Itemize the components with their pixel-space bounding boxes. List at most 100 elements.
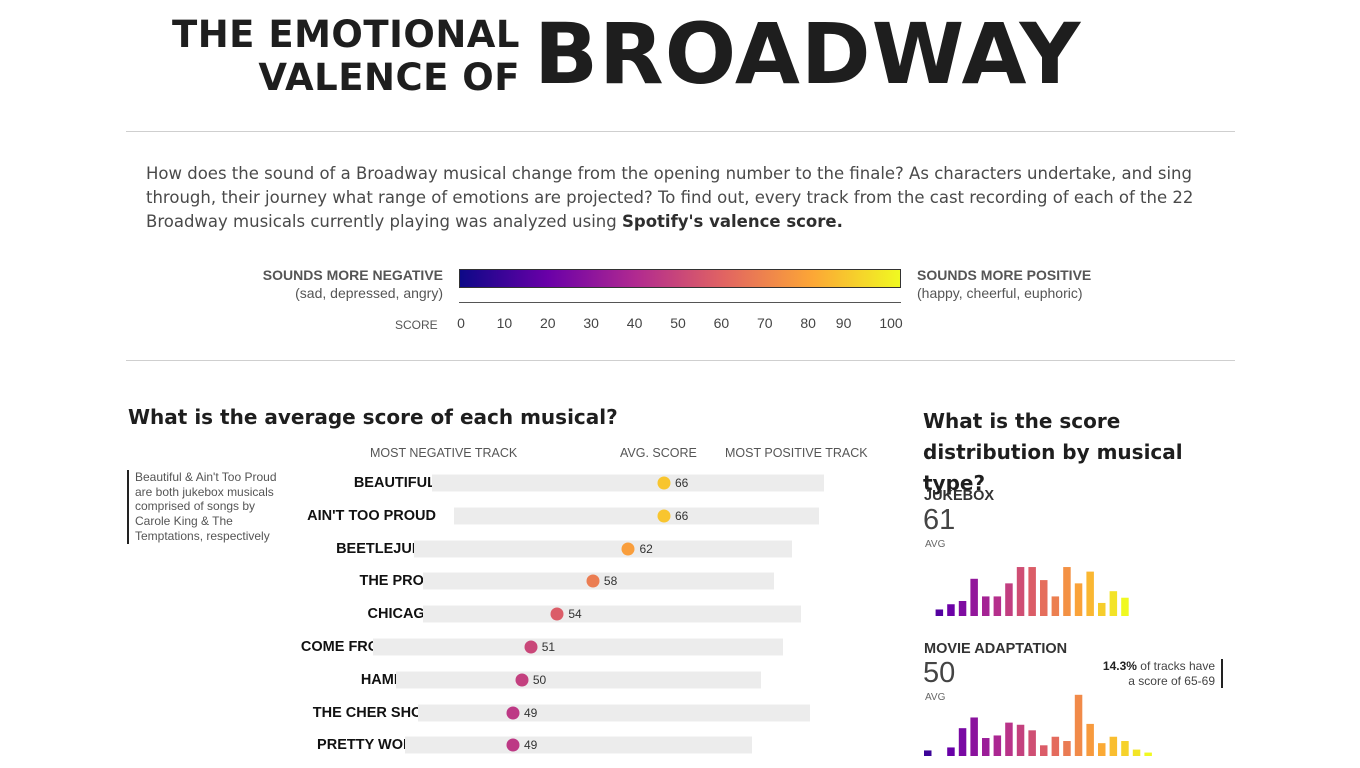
histogram-bar (1109, 736, 1118, 756)
title-line-1: THE EMOTIONAL (171, 13, 520, 56)
type-name-jukebox: JUKEBOX (924, 488, 995, 504)
histogram-bar (1063, 741, 1071, 756)
legend-negative-sub: (sad, depressed, angry) (295, 285, 443, 301)
legend-tick: 30 (583, 315, 599, 331)
histogram-bar (1040, 580, 1048, 616)
legend-negative-title: SOUNDS MORE NEGATIVE (262, 267, 443, 283)
row-avg-dot (524, 640, 538, 654)
row-avg-value: 49 (523, 705, 538, 720)
row-avg-value: 49 (523, 738, 538, 753)
divider-mid (126, 360, 1235, 361)
histogram-bar (1086, 571, 1094, 616)
histogram-bar (1028, 730, 1036, 756)
histogram-bar (1005, 722, 1013, 756)
row-range-bar (422, 605, 802, 623)
avg-label-jukebox: AVG (925, 539, 946, 550)
row-avg-value: 51 (541, 640, 556, 654)
legend-tick: 0 (457, 315, 465, 331)
legend-axis-line (459, 302, 901, 303)
title-big: BROADWAY (534, 5, 1082, 103)
row-avg-value: 62 (639, 541, 653, 556)
histogram-bar (1040, 745, 1048, 756)
histogram-bar (1098, 743, 1106, 756)
legend-positive-title: SOUNDS MORE POSITIVE (917, 267, 1092, 283)
col-header-negative: MOST NEGATIVE TRACK (370, 446, 518, 460)
valence-gradient-bar (459, 269, 901, 288)
intro-bold: Spotify's valence score. (622, 212, 843, 231)
title-line-2: VALENCE OF (258, 56, 520, 99)
row-avg-dot (506, 738, 520, 752)
avg-label-movie: AVG (925, 692, 946, 703)
header: THE EMOTIONAL VALENCE OF BROADWAY (0, 0, 1360, 110)
row-avg-value: 66 (675, 476, 689, 490)
row-avg-dot (657, 476, 671, 490)
row-range-bar (454, 507, 820, 525)
legend-tick: 20 (540, 315, 556, 331)
histogram-bar (1063, 567, 1071, 616)
legend-tick: 10 (496, 315, 513, 331)
col-header-avg: AVG. SCORE (620, 446, 697, 460)
histogram-bar (1016, 567, 1025, 616)
type-avg-movie: 50 (923, 657, 956, 689)
row-avg-dot (657, 509, 671, 523)
row-avg-value: 50 (532, 672, 547, 687)
histogram-bar (1028, 567, 1036, 616)
row-range-bar (395, 671, 761, 689)
histogram-bar (947, 604, 955, 616)
legend-positive-sub: (happy, cheerful, euphoric) (917, 285, 1083, 301)
histogram-bar (1074, 694, 1083, 756)
histogram-bar (1074, 583, 1083, 616)
legend-tick: 100 (879, 315, 903, 331)
average-score-title: What is the average score of each musica… (128, 405, 618, 429)
legend-tick: 80 (800, 315, 816, 331)
row-label: BEAUTIFUL (353, 475, 436, 491)
histogram-bar (1051, 736, 1060, 756)
row-range-bar (413, 540, 793, 558)
histogram-bar (1086, 723, 1094, 756)
legend-tick: 60 (713, 315, 730, 331)
row-avg-dot (515, 673, 529, 687)
note-text-1: of tracks have (1136, 659, 1215, 673)
legend-tick: 90 (835, 315, 852, 331)
row-avg-dot (621, 542, 635, 556)
row-label: THE PROM (359, 573, 436, 590)
note-text-2: a score of 65-69 (1128, 673, 1215, 688)
row-label: AIN'T TOO PROUD (307, 507, 436, 524)
histogram-bar (1109, 591, 1118, 616)
row-label: THE CHER SHOW (312, 704, 436, 721)
row-range-bar (373, 638, 784, 656)
row-range-bar (431, 474, 824, 492)
histogram-bar (970, 578, 978, 616)
histogram-bar (1051, 596, 1060, 616)
histogram-bar (982, 596, 990, 616)
row-range-bar (418, 704, 811, 722)
histogram-jukebox (935, 567, 1129, 616)
note-percent: 14.3% (1102, 659, 1137, 673)
histogram-bar (958, 600, 967, 616)
row-avg-dot (506, 706, 520, 720)
row-range-bar (404, 736, 752, 754)
row-avg-dot (586, 574, 600, 588)
type-name-movie: MOVIE ADAPTATION (924, 641, 1068, 657)
histogram-bar (1098, 602, 1106, 616)
histogram-bar (1132, 749, 1141, 756)
title-small: THE EMOTIONAL VALENCE OF (172, 13, 520, 99)
row-label: CHICAGO (367, 606, 436, 623)
divider-top (126, 131, 1235, 132)
legend-tick: 40 (626, 315, 643, 331)
intro-text: How does the sound of a Broadway musical… (146, 164, 1194, 231)
histogram-bar (935, 609, 944, 616)
histogram-bar (1121, 597, 1129, 616)
histogram-bar (1016, 724, 1025, 756)
row-avg-value: 54 (568, 607, 582, 622)
histogram-bar (993, 735, 1002, 756)
histogram-bar (993, 596, 1002, 616)
row-avg-value: 58 (603, 574, 618, 589)
histogram-bar (924, 750, 932, 756)
intro-paragraph: How does the sound of a Broadway musical… (146, 162, 1206, 234)
histogram-bar (1005, 583, 1013, 616)
score-label: SCORE (395, 318, 438, 332)
histogram-bar (982, 738, 990, 756)
histogram-bar (970, 717, 978, 756)
histogram-bar (1144, 752, 1152, 756)
